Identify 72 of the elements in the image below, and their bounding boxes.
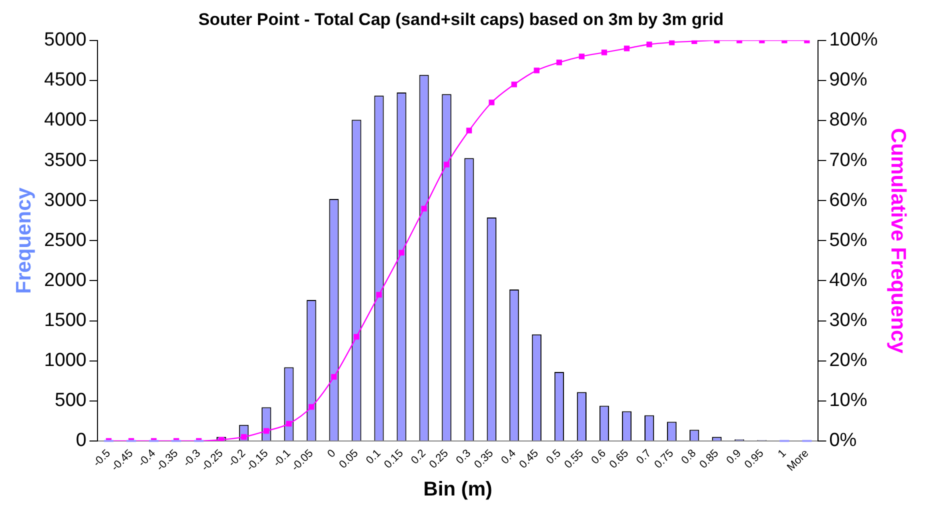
point: [466, 128, 472, 134]
y-axis-title: Frequency: [12, 187, 36, 294]
x-tick-label: -0.2: [226, 447, 248, 470]
point: [534, 68, 540, 74]
x-axis-title: Bin (m): [423, 478, 492, 501]
point: [601, 50, 608, 56]
y2-tick-label: 40%: [829, 270, 868, 291]
x-tick-label: 0: [325, 447, 338, 460]
y2-tick-label: 20%: [829, 350, 868, 372]
y2-tick-label: 90%: [829, 70, 868, 91]
x-tick-label: 0.2: [409, 447, 428, 467]
point: [646, 42, 652, 48]
x-tick-label: 1: [776, 447, 789, 460]
point: [556, 60, 562, 66]
y-tick-label: 5000: [44, 30, 86, 51]
x-tick-label: 0.3: [454, 447, 474, 467]
x-tick-label: -0.1: [271, 447, 294, 470]
point: [511, 82, 517, 88]
x-tick-label: -0.5: [91, 447, 113, 470]
x-tick-label: 0.6: [589, 447, 608, 467]
point: [264, 428, 270, 434]
y-tick-label: 1500: [44, 310, 86, 332]
y-tick-label: 3500: [44, 150, 86, 171]
x-tick-label: 0.7: [634, 447, 654, 467]
y2-tick-label: 30%: [829, 310, 868, 332]
x-tick-label: -0.4: [136, 447, 158, 470]
y2-tick-label: 60%: [829, 190, 868, 211]
x-tick-label: 0.75: [652, 447, 676, 472]
y-tick-label: 3000: [44, 190, 86, 211]
x-tick-label: 0.25: [427, 447, 451, 472]
y-tick-label: 2000: [44, 270, 86, 291]
point: [692, 40, 698, 44]
y2-tick-label: 50%: [829, 230, 868, 251]
x-tick-label: 0.95: [742, 447, 766, 472]
y-tick-label: 500: [54, 390, 86, 412]
point: [286, 420, 292, 427]
x-tick-label: 0.45: [517, 447, 541, 472]
x-tick-label: 0.65: [607, 447, 632, 472]
chart-title: Souter Point - Total Cap (sand+silt caps) based on 3m by 3m grid: [198, 10, 724, 29]
point: [308, 404, 314, 410]
x-tick-label: 0.55: [562, 447, 586, 472]
x-tick-label: 0.05: [337, 447, 361, 472]
y-tick-label: 4500: [44, 70, 86, 91]
x-tick-label: -0.3: [181, 447, 204, 470]
y2-tick-label: 100%: [829, 30, 878, 51]
y2-tick-label: 10%: [829, 390, 868, 412]
y2-tick-label: 80%: [829, 110, 868, 131]
y-tick-label: 2500: [44, 230, 86, 251]
x-tick-label: 0.8: [679, 447, 699, 467]
point: [421, 206, 427, 212]
y2-axis-title: Cumulative Frequency: [886, 128, 910, 354]
x-tick-label: 0.4: [499, 447, 518, 467]
x-tick-label: 0.85: [697, 447, 722, 472]
x-tick-label: 0.1: [364, 447, 384, 467]
x-tick-label: 0.5: [544, 447, 564, 467]
point: [624, 46, 630, 52]
y-tick-label: 1000: [44, 350, 86, 372]
x-tick-label: 0.35: [472, 447, 496, 472]
point: [668, 40, 675, 46]
point: [398, 250, 404, 256]
point: [444, 162, 450, 168]
point: [241, 434, 247, 440]
y2-tick-label: 70%: [829, 150, 868, 171]
x-tick-label: 0.15: [382, 447, 406, 472]
point: [331, 374, 337, 380]
x-tick-label: 0.9: [724, 447, 744, 467]
point: [488, 100, 494, 106]
point: [578, 54, 585, 60]
y-tick-label: 4000: [44, 110, 86, 131]
point: [354, 334, 360, 340]
point: [376, 292, 382, 298]
y2-tick-label: 0%: [829, 430, 857, 452]
